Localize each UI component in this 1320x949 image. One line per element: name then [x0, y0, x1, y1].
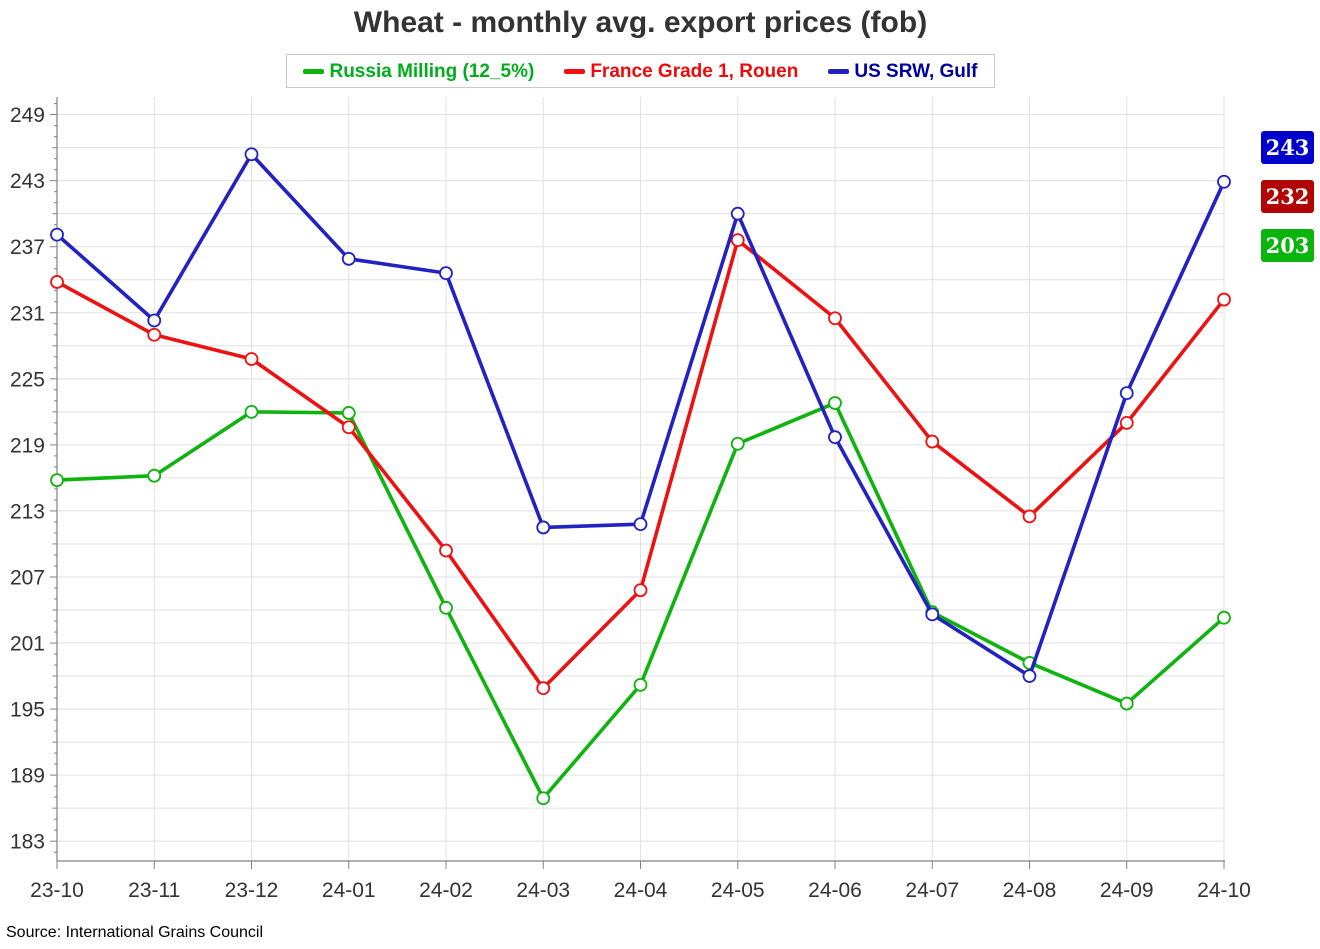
series-marker-france-grade-1-rouen[interactable]: [341, 420, 356, 435]
y-tick-label: 225: [10, 368, 45, 391]
x-tick-label: 24-05: [711, 879, 765, 902]
legend-item-label: Russia Milling (12_5%): [329, 60, 535, 82]
series-marker-us-srw-gulf[interactable]: [828, 430, 842, 445]
series-marker-us-srw-gulf[interactable]: [244, 147, 259, 162]
y-tick-label: 237: [10, 236, 45, 259]
series-marker-france-grade-1-rouen[interactable]: [1119, 415, 1134, 430]
series-marker-us-srw-gulf[interactable]: [1022, 669, 1037, 683]
series-marker-france-grade-1-rouen[interactable]: [730, 233, 745, 248]
chart-title: Wheat - monthly avg. export prices (fob): [353, 6, 928, 39]
series-marker-russia-milling-12-5[interactable]: [244, 404, 259, 419]
series-marker-russia-milling-12-5[interactable]: [439, 600, 453, 615]
x-tick-label: 23-10: [30, 879, 84, 902]
x-tick-label: 24-07: [905, 879, 959, 902]
x-tick-label: 24-01: [322, 879, 376, 902]
us-series-dash-icon: [828, 68, 850, 74]
y-tick-label: 183: [10, 831, 45, 854]
series-marker-france-grade-1-rouen[interactable]: [244, 352, 259, 366]
latest-value-badge-russia: 203: [1261, 229, 1314, 262]
legend-box: Russia Milling (12_5%) France Grade 1, R…: [286, 54, 995, 88]
legend-item-label: US SRW, Gulf: [854, 60, 978, 82]
x-tick-label: 24-03: [516, 879, 570, 902]
x-tick-label: 24-02: [419, 879, 473, 902]
series-marker-france-grade-1-rouen[interactable]: [828, 311, 842, 326]
series-marker-russia-milling-12-5[interactable]: [147, 468, 162, 483]
legend-item-russia-milling[interactable]: Russia Milling (12_5%): [303, 62, 534, 81]
series-marker-us-srw-gulf[interactable]: [925, 607, 940, 622]
latest-value-badge-france: 232: [1261, 180, 1314, 213]
series-marker-france-grade-1-rouen[interactable]: [536, 681, 551, 696]
y-tick-label: 213: [10, 500, 45, 523]
y-tick-label: 249: [10, 104, 45, 127]
series-marker-france-grade-1-rouen[interactable]: [50, 275, 64, 289]
series-marker-us-srw-gulf[interactable]: [50, 227, 64, 242]
series-marker-france-grade-1-rouen[interactable]: [633, 583, 648, 598]
y-tick-label: 231: [10, 302, 45, 325]
y-tick-label: 243: [10, 170, 45, 193]
series-marker-russia-milling-12-5[interactable]: [633, 677, 648, 692]
source-note: Source: International Grains Council: [6, 924, 264, 941]
series-marker-france-grade-1-rouen[interactable]: [1217, 292, 1231, 307]
series-marker-russia-milling-12-5[interactable]: [536, 791, 551, 806]
y-tick-label: 201: [10, 633, 45, 656]
russia-series-dash-icon: [303, 68, 325, 74]
series-marker-russia-milling-12-5[interactable]: [730, 436, 745, 451]
x-tick-label: 24-06: [808, 879, 862, 902]
y-tick-label: 195: [10, 699, 45, 722]
latest-value-badges: 243 232 203: [1261, 131, 1314, 262]
series-marker-us-srw-gulf[interactable]: [147, 313, 162, 328]
y-tick-label: 219: [10, 434, 45, 457]
x-tick-label: 23-11: [128, 879, 180, 902]
series-marker-france-grade-1-rouen[interactable]: [147, 327, 162, 342]
series-marker-france-grade-1-rouen[interactable]: [439, 543, 453, 558]
legend: Russia Milling (12_5%) France Grade 1, R…: [57, 54, 1224, 88]
latest-value-badge-us-srw: 243: [1261, 131, 1314, 164]
series-marker-us-srw-gulf[interactable]: [633, 517, 648, 532]
series-marker-russia-milling-12-5[interactable]: [50, 473, 64, 488]
legend-item-label: France Grade 1, Rouen: [590, 60, 799, 82]
series-marker-russia-milling-12-5[interactable]: [1217, 610, 1231, 625]
x-tick-label: 24-09: [1100, 879, 1154, 902]
series-marker-us-srw-gulf[interactable]: [730, 206, 745, 221]
y-tick-label: 189: [10, 765, 45, 788]
y-tick-label: 207: [10, 566, 45, 589]
series-marker-russia-milling-12-5[interactable]: [1119, 696, 1134, 711]
x-tick-label: 24-10: [1197, 879, 1251, 902]
series-marker-russia-milling-12-5[interactable]: [341, 406, 356, 420]
series-marker-us-srw-gulf[interactable]: [439, 266, 453, 281]
x-tick-label: 24-04: [614, 879, 668, 902]
series-marker-russia-milling-12-5[interactable]: [828, 396, 842, 410]
series-marker-us-srw-gulf[interactable]: [1217, 174, 1231, 189]
x-tick-label: 23-12: [225, 879, 279, 902]
legend-item-france-rouen[interactable]: France Grade 1, Rouen: [564, 62, 798, 81]
series-marker-france-grade-1-rouen[interactable]: [1022, 509, 1037, 524]
x-tick-label: 24-08: [1003, 879, 1057, 902]
series-marker-us-srw-gulf[interactable]: [341, 251, 356, 266]
france-series-dash-icon: [564, 68, 586, 74]
series-marker-us-srw-gulf[interactable]: [1119, 386, 1134, 401]
series-marker-us-srw-gulf[interactable]: [536, 520, 551, 535]
series-marker-france-grade-1-rouen[interactable]: [925, 434, 940, 449]
legend-item-us-srw[interactable]: US SRW, Gulf: [828, 60, 978, 82]
